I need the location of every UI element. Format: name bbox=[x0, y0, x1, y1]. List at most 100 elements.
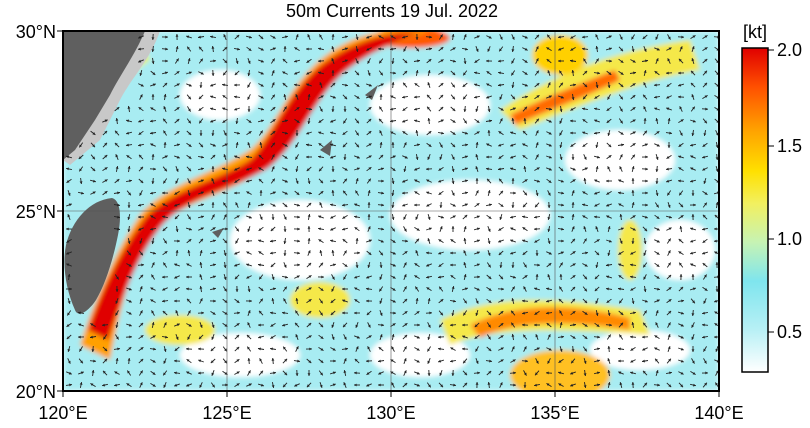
current-vector-arrowhead bbox=[656, 276, 660, 279]
current-vector-arrowhead bbox=[463, 96, 466, 100]
current-vector-arrowhead bbox=[271, 166, 275, 170]
current-vector-arrowhead bbox=[657, 383, 660, 387]
current-vector-arrowhead bbox=[524, 275, 528, 278]
current-vector-arrowhead bbox=[198, 96, 202, 100]
current-vector-arrowhead bbox=[474, 60, 478, 63]
current-vector-arrowhead bbox=[680, 335, 684, 339]
current-vector-arrowhead bbox=[223, 154, 227, 158]
current-vector-arrowhead bbox=[525, 95, 528, 99]
current-vector-arrowhead bbox=[511, 265, 515, 268]
current-vector-arrowhead bbox=[451, 192, 455, 196]
current-vector-arrowhead bbox=[295, 322, 298, 326]
current-vector-arrowhead bbox=[67, 300, 71, 304]
current-vector-arrowhead bbox=[367, 226, 371, 230]
current-vector-arrowhead bbox=[295, 286, 299, 290]
current-vector-arrowhead bbox=[176, 107, 180, 110]
current-vector-arrowhead bbox=[66, 240, 70, 243]
current-vector-arrowhead bbox=[416, 348, 420, 351]
current-vector-arrowhead bbox=[667, 250, 671, 254]
current-vector-arrowhead bbox=[703, 348, 706, 352]
current-vector-arrowhead bbox=[378, 35, 382, 39]
current-vector-arrowhead bbox=[187, 193, 191, 196]
current-vector-arrowhead bbox=[224, 348, 227, 352]
current-vector-arrowhead bbox=[404, 311, 408, 314]
current-vector-arrowhead bbox=[139, 310, 143, 314]
current-vector-arrowhead bbox=[620, 132, 624, 135]
current-vector-arrowhead bbox=[344, 47, 348, 51]
current-vector-arrowhead bbox=[439, 156, 443, 160]
land-ryukyu-island bbox=[320, 140, 332, 156]
current-vector-arrowhead bbox=[608, 144, 612, 148]
current-vector-arrowhead bbox=[667, 204, 671, 208]
current-vector-arrowhead bbox=[690, 251, 693, 255]
current-vector-arrowhead bbox=[487, 130, 491, 133]
current-vector-arrowhead bbox=[440, 215, 444, 219]
current-vector-arrowhead bbox=[511, 310, 514, 314]
current-vector-arrowhead bbox=[705, 371, 708, 375]
current-vector-arrowhead bbox=[138, 35, 142, 39]
current-vector-arrowhead bbox=[405, 239, 408, 243]
current-vector-arrowhead bbox=[368, 252, 372, 255]
current-vector-arrowhead bbox=[295, 373, 299, 376]
current-vector-arrowhead bbox=[355, 346, 359, 350]
current-vector-arrowhead bbox=[320, 324, 324, 328]
current-vector-arrowhead bbox=[381, 191, 384, 195]
current-vector-arrowhead bbox=[402, 191, 405, 195]
current-vector-arrowhead bbox=[367, 202, 371, 205]
current-vector-arrowhead bbox=[127, 205, 131, 208]
current-vector-arrowhead bbox=[163, 372, 166, 376]
current-vector-arrowhead bbox=[534, 227, 537, 231]
map-plot-area bbox=[63, 31, 719, 391]
current-vector-arrowhead bbox=[368, 118, 372, 122]
current-vector-arrowhead bbox=[630, 359, 634, 363]
current-vector-arrowhead bbox=[174, 275, 178, 279]
current-vector-arrowhead bbox=[680, 204, 684, 208]
current-vector-arrowhead bbox=[618, 203, 622, 207]
current-vector-arrowhead bbox=[248, 120, 252, 123]
current-vector-arrowhead bbox=[368, 178, 371, 182]
current-vector-arrowhead bbox=[558, 298, 562, 302]
current-vector-arrowhead bbox=[379, 288, 382, 292]
current-vector-arrowhead bbox=[128, 323, 132, 327]
current-vector-arrowhead bbox=[114, 142, 118, 146]
current-vector-arrowhead bbox=[331, 336, 335, 340]
current-vector-arrowhead bbox=[354, 227, 358, 230]
current-vector-arrowhead bbox=[140, 83, 144, 87]
current-vector-arrowhead bbox=[452, 47, 456, 51]
current-vector-arrowhead bbox=[236, 346, 240, 350]
current-vector-arrowhead bbox=[572, 336, 576, 339]
current-vector-arrowhead bbox=[570, 108, 574, 111]
current-vector-arrowhead bbox=[524, 179, 528, 182]
current-vector-arrowhead bbox=[261, 119, 264, 123]
current-vector-arrowhead bbox=[152, 359, 156, 363]
current-vector-arrowhead bbox=[186, 359, 190, 362]
current-vector-arrowhead bbox=[463, 250, 467, 254]
current-vector-arrowhead bbox=[548, 347, 552, 351]
current-vector-arrowhead bbox=[582, 35, 585, 39]
current-vector-arrowhead bbox=[333, 263, 336, 267]
current-vector-arrowhead bbox=[476, 251, 480, 255]
current-vector-arrowhead bbox=[320, 288, 324, 291]
current-vector-arrowhead bbox=[619, 166, 623, 170]
current-vector-arrowhead bbox=[151, 310, 155, 314]
current-vector-arrowhead bbox=[307, 373, 311, 376]
current-vector-arrowhead bbox=[594, 131, 597, 135]
current-vector-arrowhead bbox=[356, 84, 360, 87]
current-vector-arrowhead bbox=[547, 192, 551, 196]
current-vector-arrowhead bbox=[644, 228, 648, 232]
current-vector-arrowhead bbox=[595, 300, 599, 304]
current-vector-arrowhead bbox=[81, 191, 84, 195]
current-vector-arrowhead bbox=[129, 335, 132, 339]
current-vector-arrowhead bbox=[621, 143, 624, 147]
current-vector-arrowhead bbox=[294, 59, 297, 63]
current-vector-arrowhead bbox=[379, 312, 383, 316]
current-vector-arrowhead bbox=[631, 178, 635, 181]
current-vector-arrowhead bbox=[606, 179, 609, 183]
current-vector-arrowhead bbox=[380, 154, 384, 158]
current-vector-arrowhead bbox=[450, 323, 453, 327]
current-vector-arrowhead bbox=[270, 239, 273, 243]
current-vector-arrowhead bbox=[163, 118, 166, 122]
current-vector-arrowhead bbox=[642, 359, 645, 363]
current-vector-arrowhead bbox=[570, 371, 574, 375]
current-vector-arrowhead bbox=[356, 155, 360, 159]
